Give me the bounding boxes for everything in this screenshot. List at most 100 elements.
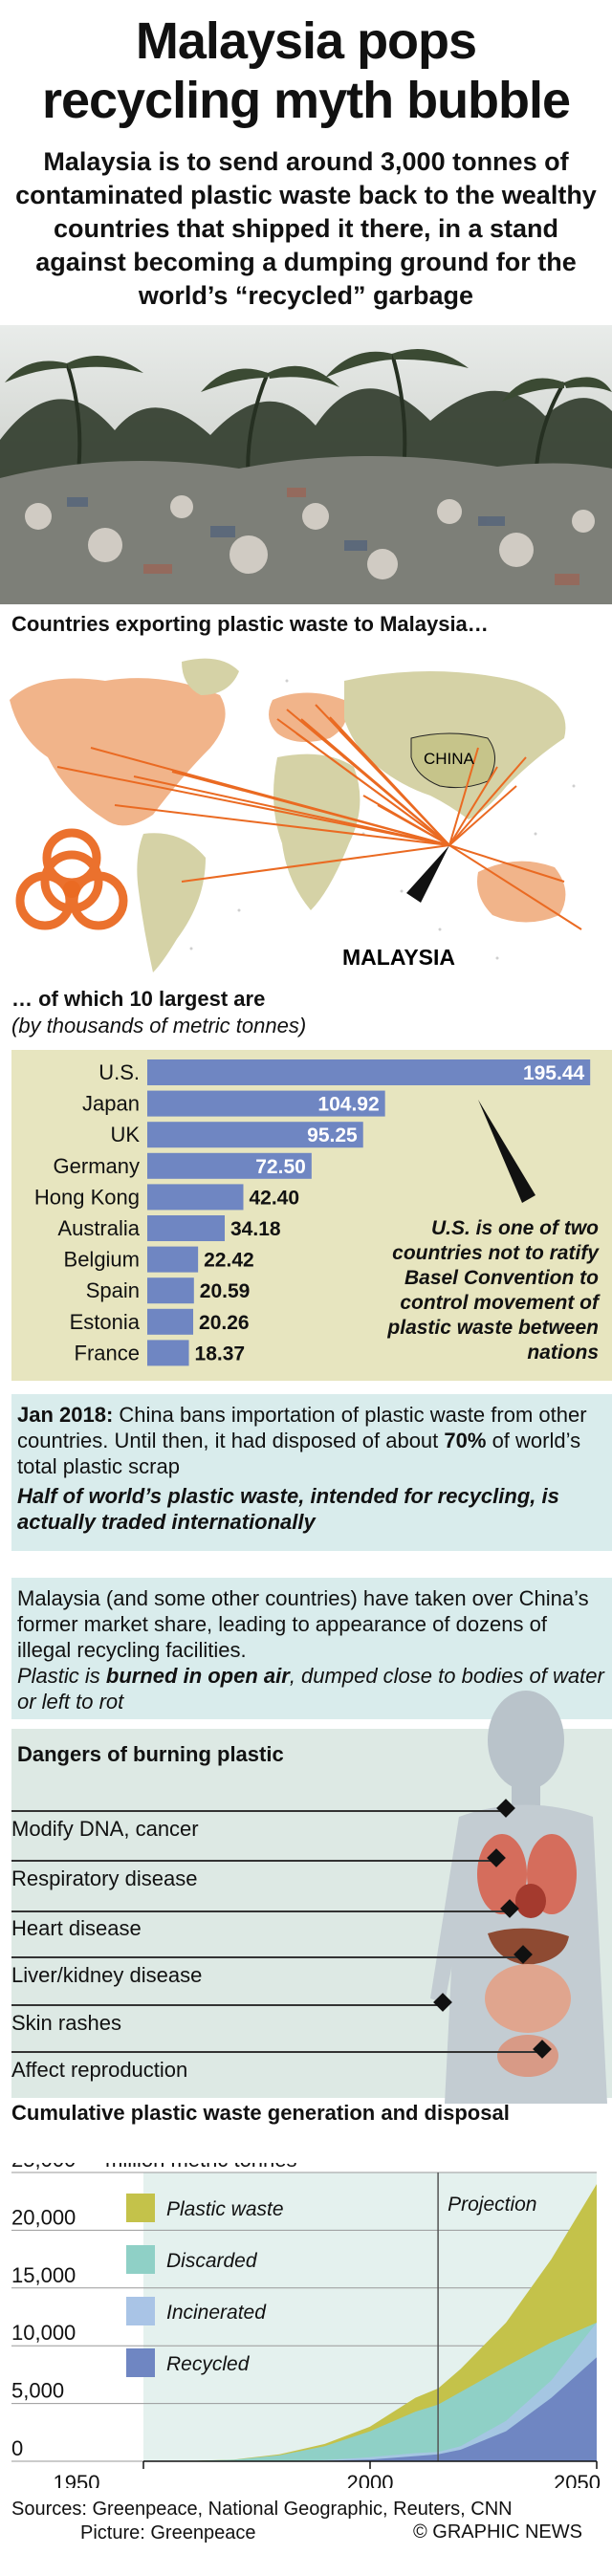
bar-category-label: Estonia [70,1310,141,1334]
area-chart: 25,000 20,000 15,000 10,000 5,000 0 million me… [11,2163,601,2488]
china-ban-date: Jan 2018: [17,1403,114,1427]
plastic-dump-photo [0,325,612,604]
lungs-left [477,1834,527,1914]
y-tick-label: 25,000 [11,2163,76,2172]
legend-swatch [126,2245,155,2274]
legend-label: Plastic waste [166,2198,284,2220]
danger-item-4: Liver/kidney disease [11,1963,203,1987]
projection-label: Projection [448,2194,536,2216]
bar-category-label: France [75,1341,140,1364]
biohazard-center [63,881,80,898]
malaysia-pointer [406,845,449,903]
legend-swatch [126,2297,155,2325]
bar-value-label: 34.18 [230,1218,281,1240]
bar [147,1246,199,1273]
title-line-2: recycling myth bubble [41,72,571,129]
traded-internationally-note: Half of world’s plastic waste, intended … [17,1484,559,1534]
north-america-landmass [10,678,226,826]
y-tick-label: 10,000 [11,2321,76,2345]
bar-subheading: (by thousands of metric tonnes) [11,1014,307,1037]
bar [147,1059,591,1085]
danger-line-6 [11,2051,543,2053]
bar-category-label: Spain [86,1278,140,1302]
legend-label: Discarded [166,2250,258,2272]
bar-value-label: 20.26 [199,1312,250,1334]
legend-swatch [126,2194,155,2222]
bar [147,1184,244,1211]
y-tick-label: 15,000 [11,2263,76,2287]
sources: Sources: Greenpeace, National Geographic… [11,2498,604,2545]
malaysia-italic: Plastic is burned in open air, dumped cl… [17,1663,604,1714]
page-title: Malaysia pops recycling myth bubble [0,11,612,130]
bar [147,1122,363,1148]
callout-pointer [478,1100,536,1203]
legend-label: Recycled [166,2353,251,2375]
dump-site-illustration [0,325,612,604]
south-america-landmass [137,833,206,972]
bar-value-label: 104.92 [317,1094,379,1116]
dangers-heading: Dangers of burning plastic [17,1742,284,1766]
bar [147,1340,189,1366]
basel-callout: U.S. is one of two countries not to rati… [387,1217,599,1364]
china-ban-pct: 70% [444,1429,487,1452]
greenland-landmass [182,658,239,695]
danger-item-5: Skin rashes [11,2011,121,2035]
bar-value-label: 42.40 [249,1187,299,1209]
bar-value-label: 20.59 [200,1280,251,1302]
bar-category-label: Hong Kong [34,1185,140,1209]
africa-landmass [273,753,361,910]
y-tick-label: 5,000 [11,2379,64,2403]
y-tick-label: 0 [11,2436,23,2460]
y-unit-label: million metric tonnes [105,2163,297,2172]
bar-chart: U.S. 195.44 Japan 104.92 UK 95.25 Germany 72.50… [34,1059,591,1366]
map-heading: Countries exporting plastic waste to Mal… [11,612,489,636]
danger-markers [433,1799,552,2059]
bar [147,1090,385,1117]
subtitle: Malaysia is to send around 3,000 tonnes … [15,147,597,310]
intestines [485,1964,571,2033]
malaysia-italic-1: Plastic is [17,1664,106,1688]
bar-value-label: 72.50 [255,1156,306,1178]
bar-value-label: 22.42 [204,1250,254,1272]
danger-item-3: Heart disease [11,1916,142,1940]
europe-landmass [269,692,347,742]
china-ban-text-1: China bans importation of plastic waste … [17,1403,587,1452]
danger-line-5 [11,2004,444,2006]
x-tick-label: 1950 [54,2471,100,2488]
area-recycled [143,2357,597,2461]
danger-item-6: Affect reproduction [11,2058,188,2082]
bar-value-label: 95.25 [307,1124,358,1146]
china-ban-text-2: of world’s total plastic scrap [17,1429,581,1478]
bar-category-label: Belgium [64,1248,140,1272]
legend-swatch [126,2348,155,2377]
danger-item-1: Modify DNA, cancer [11,1817,199,1841]
danger-line-4 [11,1956,524,1958]
danger-item-2: Respiratory disease [11,1867,198,1890]
china-ban-text: Jan 2018: China bans importation of plas… [17,1402,604,1479]
bar-heading: … of which 10 largest are [11,987,266,1011]
bar-category-label: Australia [57,1216,140,1240]
danger-line-3 [11,1910,511,1912]
bar-category-label: U.S. [98,1060,140,1084]
bar-category-label: Germany [54,1154,140,1178]
bar-category-label: Japan [82,1092,140,1116]
bar-category-label: UK [110,1123,140,1146]
liver [488,1928,569,1965]
title-line-1: Malaysia pops [135,12,477,70]
china-label: CHINA [424,750,475,768]
malaysia-panel: Malaysia (and some other countries) have… [11,1578,612,1719]
biohazard-icon [15,828,128,930]
china-ban-panel: Jan 2018: China bans importation of plas… [11,1394,612,1551]
bar [147,1277,194,1304]
legend-label: Incinerated [166,2302,267,2324]
x-tick-label: 2000 [347,2471,394,2488]
graphic-news-credit: © GRAPHIC NEWS [413,2521,582,2543]
bar-value-label: 195.44 [523,1062,585,1084]
x-tick-label: 2050 [554,2471,601,2488]
bar [147,1152,312,1179]
malaysia-text: Malaysia (and some other countries) have… [17,1586,589,1662]
area-chart-title: Cumulative plastic waste generation and … [11,2101,510,2125]
danger-line-2 [11,1860,497,1862]
malaysia-label: MALAYSIA [342,945,455,970]
bar [147,1308,194,1335]
